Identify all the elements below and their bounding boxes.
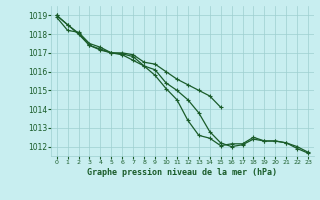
X-axis label: Graphe pression niveau de la mer (hPa): Graphe pression niveau de la mer (hPa): [87, 168, 277, 177]
